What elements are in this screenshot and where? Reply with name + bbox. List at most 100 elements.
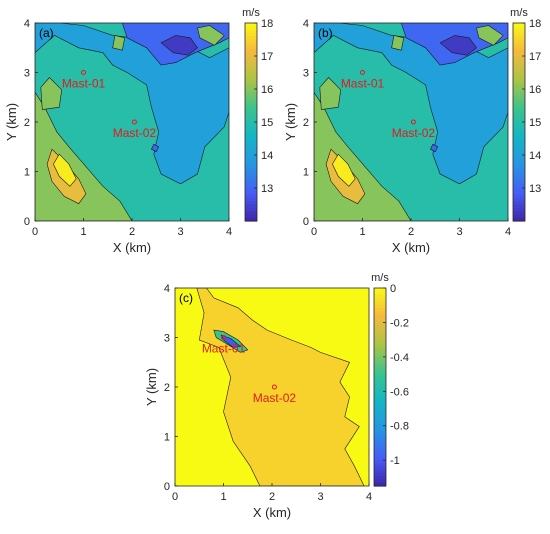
- colorbar-step: [245, 155, 257, 159]
- x-tick-label: 4: [366, 491, 372, 503]
- colorbar-tick-label: 16: [261, 84, 273, 96]
- colorbar-tick-label: -0.8: [390, 421, 409, 433]
- x-tick-label: 4: [226, 226, 232, 238]
- colorbar-step: [513, 131, 525, 136]
- colorbar-step: [513, 122, 525, 126]
- colorbar-step: [513, 95, 525, 100]
- colorbar-step: [245, 62, 257, 67]
- y-axis-label: Y (km): [144, 368, 159, 406]
- colorbar-step: [245, 191, 257, 196]
- y-tick-label: 4: [164, 283, 170, 295]
- y-tick-label: 0: [164, 481, 170, 493]
- mast-marker: [360, 70, 365, 75]
- colorbar-step: [374, 340, 386, 345]
- colorbar-tick-label: -0.4: [390, 352, 409, 364]
- contour-region-3: [160, 35, 198, 56]
- mast-marker: [221, 335, 226, 340]
- x-tick-label: 0: [32, 226, 38, 238]
- colorbar-step: [245, 174, 257, 179]
- colorbar-step: [374, 354, 386, 358]
- colorbar-tick-label: -1: [390, 455, 400, 467]
- colorbar-step: [374, 413, 386, 418]
- colorbar-tick-label: 16: [529, 84, 541, 96]
- colorbar-step: [513, 217, 525, 222]
- colorbar-step: [374, 294, 386, 299]
- colorbar-step: [513, 181, 525, 186]
- x-tick-label: 1: [80, 226, 86, 238]
- contour-region-6: [332, 153, 356, 187]
- colorbar-step: [374, 387, 386, 391]
- colorbar-step: [513, 59, 525, 64]
- colorbar-step: [245, 26, 257, 31]
- colorbar-step: [245, 118, 257, 123]
- colorbar-step: [513, 102, 525, 107]
- colorbar-step: [513, 82, 525, 87]
- colorbar-step: [245, 75, 257, 80]
- colorbar-step: [245, 145, 257, 149]
- x-tick-label: 3: [317, 491, 323, 503]
- colorbar-step: [513, 168, 525, 173]
- colorbar-step: [245, 131, 257, 136]
- colorbar-step: [245, 112, 257, 116]
- mast-label: Mast-02: [113, 126, 157, 140]
- colorbar-step: [374, 426, 386, 431]
- colorbar-step: [374, 383, 386, 388]
- colorbar-step: [374, 350, 386, 355]
- colorbar-step: [245, 204, 257, 209]
- colorbar-step: [374, 291, 386, 296]
- colorbar-step: [245, 161, 257, 166]
- colorbar-step: [513, 141, 525, 146]
- colorbar-step: [245, 181, 257, 186]
- x-tick-label: 0: [172, 491, 178, 503]
- colorbar-tick-label: -0.6: [390, 386, 409, 398]
- colorbar-step: [513, 145, 525, 149]
- panel-label: (b): [318, 26, 333, 40]
- contour-patch-1: [391, 35, 405, 51]
- colorbar-step: [245, 105, 257, 110]
- colorbar-step: [513, 151, 525, 156]
- y-tick-label: 2: [24, 117, 30, 129]
- colorbar-step: [245, 122, 257, 126]
- colorbar-step: [374, 459, 386, 464]
- colorbar-step: [513, 191, 525, 196]
- colorbar-tick-label: 17: [261, 51, 273, 63]
- colorbar-step: [513, 197, 525, 202]
- colorbar-step: [374, 423, 386, 428]
- colorbar-step: [245, 197, 257, 202]
- colorbar-step: [374, 406, 386, 411]
- colorbar-frame: [373, 287, 387, 487]
- colorbar-step: [374, 429, 386, 434]
- colorbar-tick-label: 13: [261, 183, 273, 195]
- colorbar-step: [374, 466, 386, 471]
- colorbar-step: [513, 42, 525, 47]
- contour-patch-0: [40, 77, 63, 110]
- y-tick-label: 0: [303, 216, 309, 228]
- colorbar-step: [245, 201, 257, 206]
- x-tick-label: 3: [456, 226, 462, 238]
- colorbar-step: [374, 482, 386, 487]
- colorbar-step: [245, 79, 257, 83]
- colorbar-tick-label: 15: [529, 117, 541, 129]
- x-axis-label: X (km): [113, 240, 151, 255]
- colorbar-step: [245, 49, 257, 54]
- colorbar-step: [245, 194, 257, 199]
- colorbar-step: [245, 23, 257, 27]
- colorbar-tick-label: 18: [529, 18, 541, 30]
- colorbar-tick-label: 18: [261, 18, 273, 30]
- colorbar-unit: m/s: [510, 7, 528, 19]
- colorbar-step: [374, 479, 386, 484]
- panel-label: (c): [179, 291, 193, 305]
- colorbar-tick-label: -0.2: [390, 317, 409, 329]
- x-tick-label: 1: [359, 226, 365, 238]
- colorbar-step: [513, 23, 525, 27]
- contour-region-6: [53, 153, 77, 187]
- colorbar-step: [513, 201, 525, 206]
- mast-label: Mast-01: [62, 77, 106, 91]
- x-tick-label: 2: [269, 491, 275, 503]
- colorbar-step: [374, 449, 386, 454]
- colorbar-step: [374, 347, 386, 352]
- colorbar-step: [513, 62, 525, 67]
- colorbar-step: [245, 39, 257, 44]
- colorbar-step: [245, 171, 257, 176]
- colorbar-step: [374, 288, 386, 292]
